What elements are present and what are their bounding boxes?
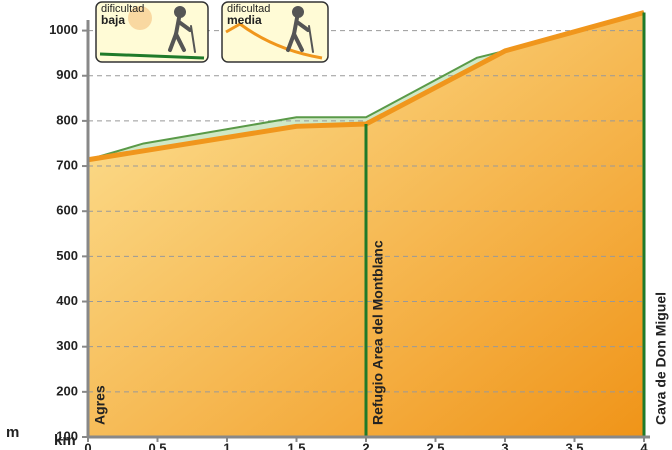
- y-tick-label: 500: [56, 248, 78, 263]
- y-tick-label: 200: [56, 383, 78, 398]
- x-tick-label: 4: [640, 441, 648, 450]
- badge-word: dificultad: [227, 3, 270, 15]
- x-tick-label: 1,5: [287, 441, 305, 450]
- waypoint-label: Cava de Don Miguel: [653, 292, 669, 425]
- sun-icon: [128, 6, 152, 30]
- x-axis-label: km: [54, 432, 76, 449]
- y-tick-label: 100: [56, 428, 78, 443]
- y-tick-label: 800: [56, 112, 78, 127]
- waypoint-label: Agres: [92, 385, 108, 425]
- badge-level: baja: [101, 13, 125, 27]
- badge-level: media: [227, 13, 262, 27]
- hiker-icon: [286, 6, 314, 53]
- y-tick-label: 1000: [49, 22, 78, 37]
- y-tick-label: 700: [56, 157, 78, 172]
- x-tick-label: 1: [223, 441, 230, 450]
- y-axis-label: m: [6, 424, 19, 441]
- y-tick-label: 300: [56, 338, 78, 353]
- x-tick-label: 2,5: [426, 441, 444, 450]
- hiker-icon: [168, 6, 196, 53]
- x-tick-label: 3,5: [565, 441, 583, 450]
- y-tick-label: 900: [56, 67, 78, 82]
- x-tick-label: 3: [501, 441, 508, 450]
- y-tick-label: 600: [56, 203, 78, 218]
- waypoint-label: Refugio Area del Montblanc: [370, 240, 386, 425]
- flat-icon: [99, 52, 205, 60]
- y-tick-label: 400: [56, 293, 78, 308]
- badge-word: dificultad: [101, 3, 144, 15]
- slope-icon: [225, 22, 323, 60]
- x-tick-label: 0: [84, 441, 91, 450]
- x-tick-label: 2: [362, 441, 369, 450]
- x-tick-label: 0,5: [148, 441, 166, 450]
